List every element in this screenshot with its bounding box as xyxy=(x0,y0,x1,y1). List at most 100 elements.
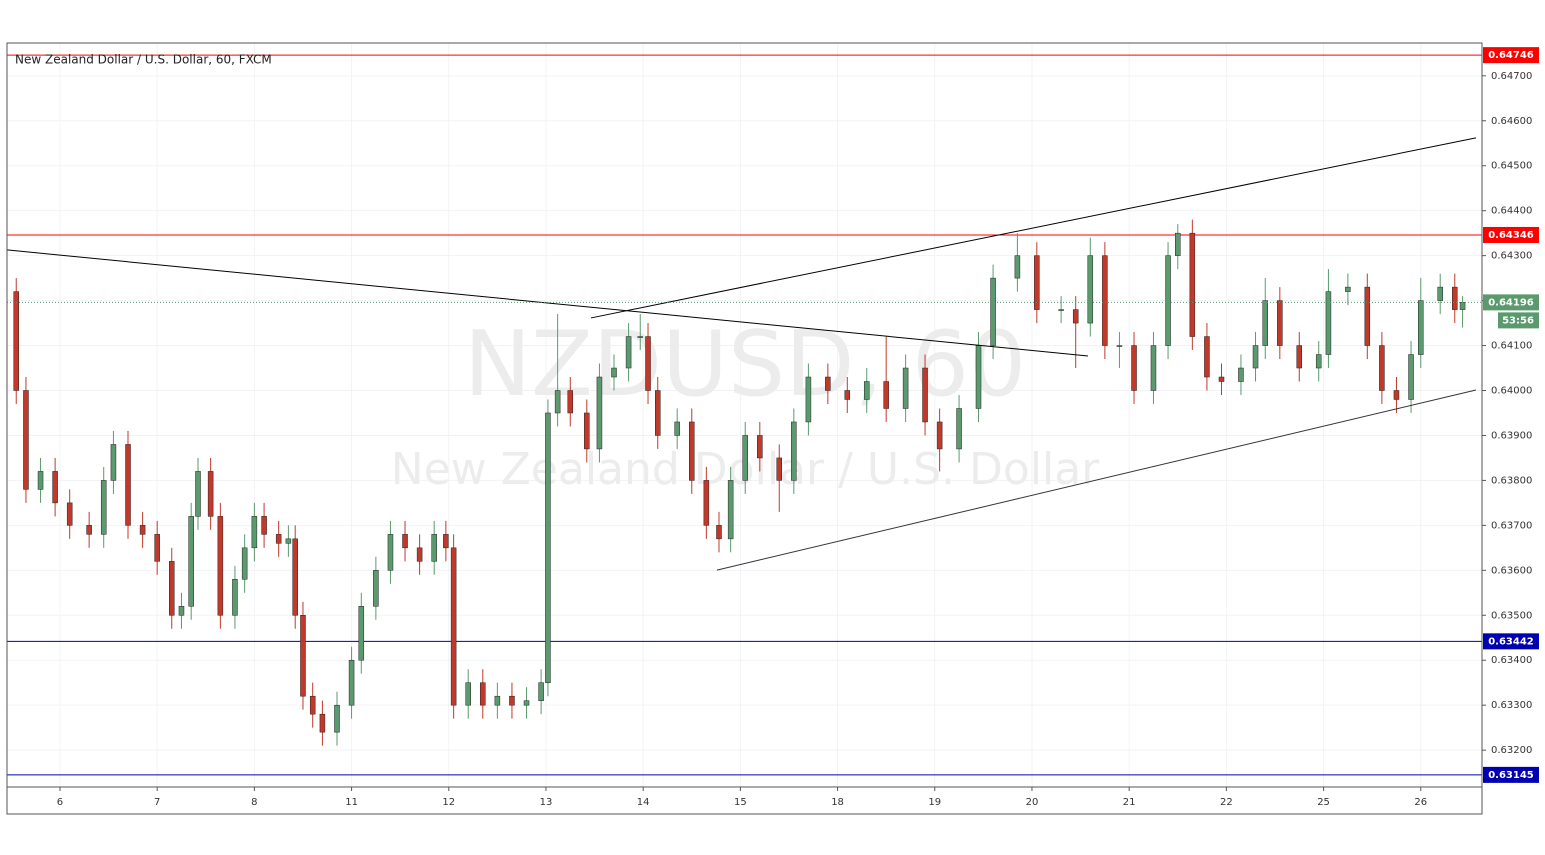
level-tag xyxy=(1483,47,1539,64)
candle-body xyxy=(584,412,590,450)
y-tick-label: 0.64400 xyxy=(1491,206,1532,217)
candle-body xyxy=(567,390,574,414)
candle-body xyxy=(1072,309,1079,324)
candle-body xyxy=(169,561,175,616)
candle-body xyxy=(1437,286,1443,301)
candle-body xyxy=(863,381,870,400)
plot-area xyxy=(7,54,1482,776)
axes: 0.63200 0.63300 0.63400 0.63500 0.63600 0.637… xyxy=(57,47,1539,808)
candle-body xyxy=(1345,286,1351,292)
candle-body xyxy=(654,390,661,436)
candle-body xyxy=(480,682,486,706)
candle-body xyxy=(23,390,29,490)
candle-body xyxy=(1459,302,1466,310)
candle-body xyxy=(402,534,408,549)
x-tick-label: 20 xyxy=(1026,797,1039,808)
candle-body xyxy=(1379,345,1385,391)
candle-body xyxy=(1262,300,1268,346)
candle-body xyxy=(334,704,340,733)
candle-body xyxy=(13,291,19,391)
candle-body xyxy=(1034,255,1040,310)
candle-body xyxy=(805,376,812,423)
countdown-label: 53:56 xyxy=(1502,315,1534,326)
candle-body xyxy=(645,336,651,391)
candle-body xyxy=(86,525,92,535)
y-tick-label: 0.63900 xyxy=(1491,430,1532,441)
candle-body xyxy=(1408,354,1414,400)
candle-body xyxy=(443,534,449,549)
candle-body xyxy=(1189,232,1196,337)
x-tick-label: 13 xyxy=(540,797,553,808)
level-tag-label: 0.63442 xyxy=(1488,636,1534,647)
trend-line xyxy=(590,137,1477,319)
candle-body xyxy=(232,579,238,616)
candle-body xyxy=(241,547,248,580)
candle-body xyxy=(509,695,515,706)
x-tick-label: 26 xyxy=(1414,797,1427,808)
candle-body xyxy=(844,390,851,400)
candle-body xyxy=(1325,291,1332,355)
y-tick-label: 0.64700 xyxy=(1491,71,1532,82)
candle-body xyxy=(300,615,306,697)
trend-line xyxy=(716,389,1477,571)
x-tick-label: 15 xyxy=(734,797,747,808)
candle-body xyxy=(1014,255,1021,279)
y-tick-label: 0.64500 xyxy=(1491,161,1532,172)
candle-body xyxy=(1252,345,1259,369)
x-tick-label: 8 xyxy=(251,797,257,808)
y-tick-label: 0.64000 xyxy=(1491,385,1532,396)
x-tick-label: 19 xyxy=(928,797,941,808)
candle-body xyxy=(776,457,782,481)
candle-body xyxy=(275,534,282,544)
candle-body xyxy=(1364,286,1371,346)
x-tick-label: 6 xyxy=(57,797,63,808)
candle-body xyxy=(1296,345,1303,369)
candle-body xyxy=(110,444,117,481)
y-tick-label: 0.63500 xyxy=(1491,610,1532,621)
candle-body xyxy=(1315,354,1322,369)
candle-body xyxy=(1204,336,1210,378)
candle-body xyxy=(1150,345,1157,391)
candle-body xyxy=(139,525,146,535)
chart-title: New Zealand Dollar / U.S. Dollar, 60, FX… xyxy=(15,53,272,67)
candle-body xyxy=(902,367,909,409)
x-tick-label: 12 xyxy=(442,797,455,808)
last-price-tag xyxy=(1483,294,1539,311)
candle-body xyxy=(545,412,551,683)
trend-line xyxy=(7,249,1089,357)
candle-body xyxy=(1452,286,1458,310)
candle-body xyxy=(554,390,561,414)
candle-body xyxy=(1116,345,1123,347)
candle-body xyxy=(1102,255,1108,346)
candle-body xyxy=(207,471,214,517)
candle-body xyxy=(689,421,695,481)
level-tag-label: 0.64346 xyxy=(1488,230,1534,241)
candle-body xyxy=(494,695,501,706)
candle-body xyxy=(936,421,943,450)
candle-body xyxy=(523,700,530,706)
y-tick-label: 0.63400 xyxy=(1491,655,1532,666)
candle-body xyxy=(716,525,722,540)
candle-body xyxy=(625,336,632,369)
y-tick-label: 0.64100 xyxy=(1491,341,1532,352)
candle-body xyxy=(37,471,44,490)
candle-body xyxy=(956,408,962,450)
x-tick-label: 21 xyxy=(1123,797,1136,808)
level-tag-label: 0.63145 xyxy=(1488,770,1534,781)
candle-body xyxy=(1058,309,1064,311)
candle-body xyxy=(742,435,748,481)
x-tick-label: 22 xyxy=(1220,797,1233,808)
countdown-tag xyxy=(1498,312,1539,329)
candle-body xyxy=(1175,232,1181,256)
frame xyxy=(6,42,1483,815)
candle-body xyxy=(538,682,544,701)
candle-body xyxy=(727,480,734,540)
y-tick-label: 0.63300 xyxy=(1491,700,1532,711)
candle-body xyxy=(1087,255,1094,324)
x-tick-label: 11 xyxy=(345,797,358,808)
candle-body xyxy=(922,367,928,423)
candle-body xyxy=(465,682,471,706)
candle-body xyxy=(348,659,355,706)
